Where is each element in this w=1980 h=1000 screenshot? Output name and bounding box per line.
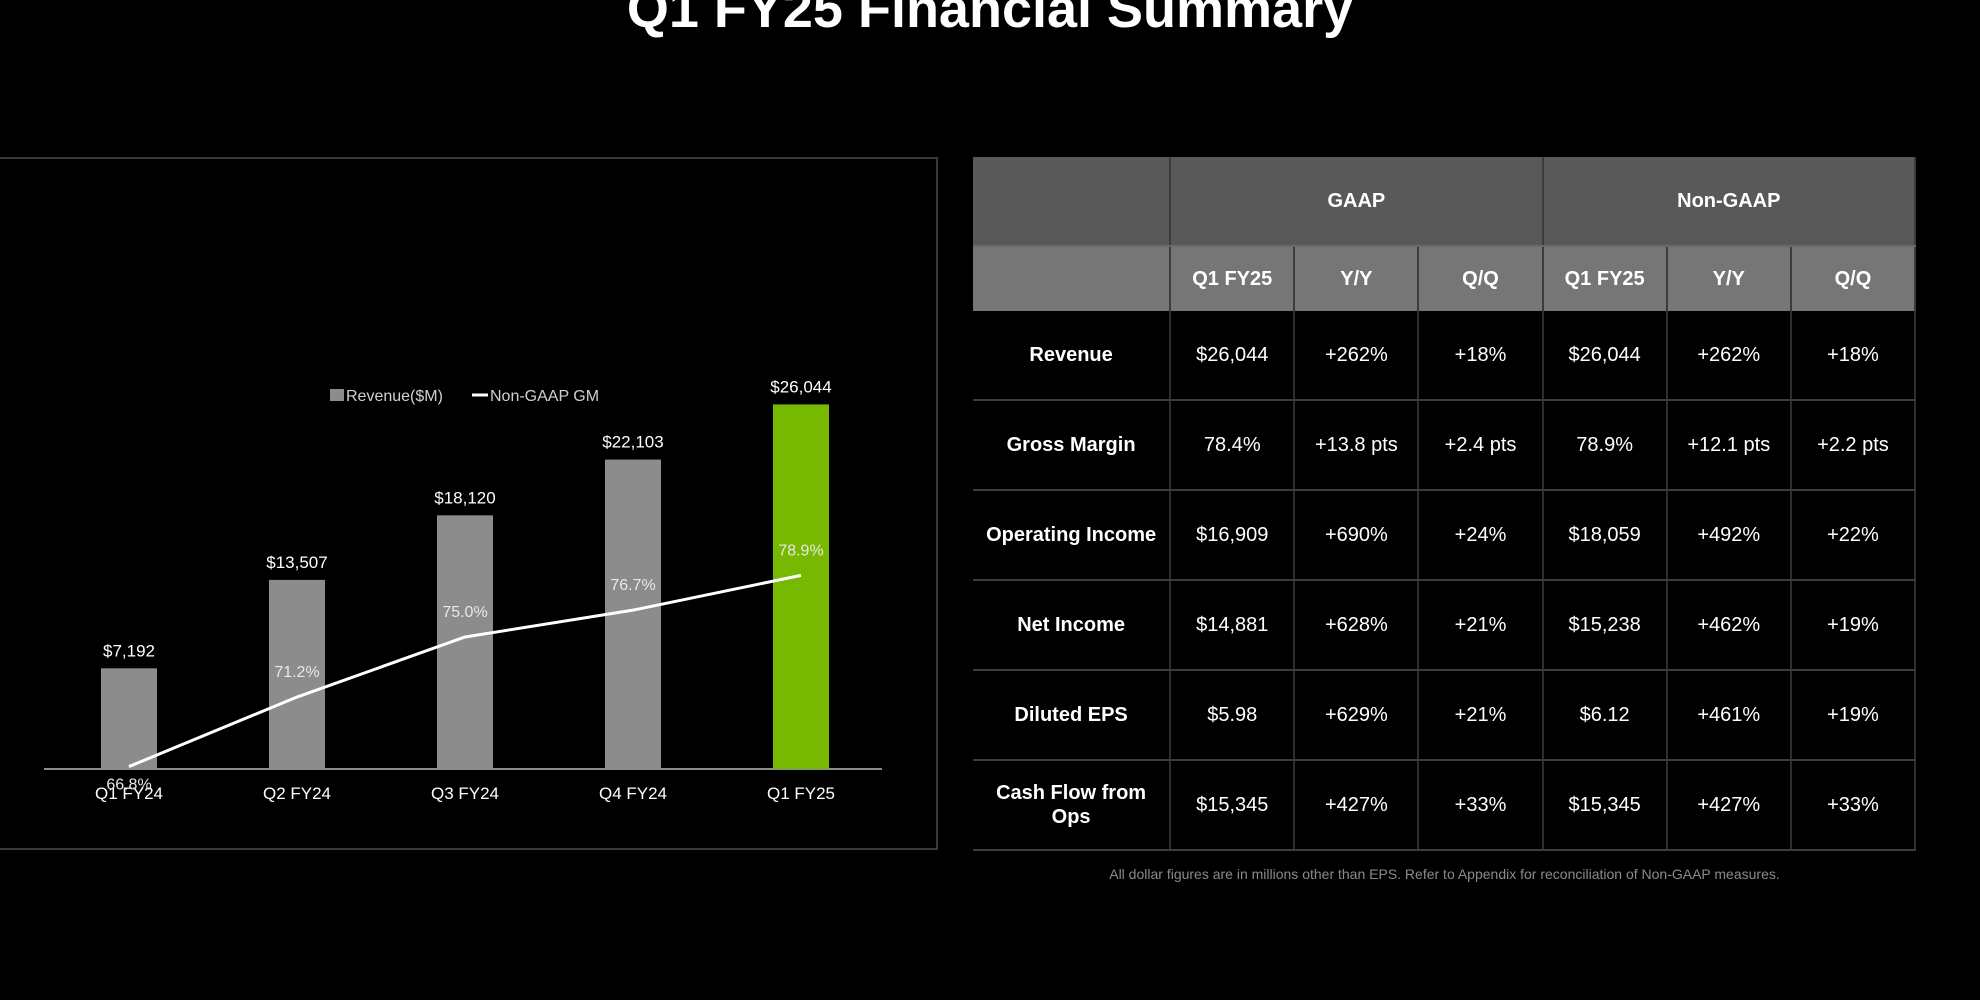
table-cell: $15,345: [1170, 760, 1296, 851]
table-cell: +33%: [1790, 760, 1917, 851]
row-label: Diluted EPS: [973, 670, 1172, 761]
table-row: Revenue $26,044 +262% +18% $26,044 +262%…: [973, 311, 1917, 401]
table-cell: +24%: [1418, 490, 1544, 581]
column-header: Y/Y: [1666, 246, 1792, 311]
row-label: Cash Flow from Ops: [973, 760, 1172, 851]
table-corner-cell: [973, 157, 1172, 247]
x-tick-label: Q2 FY24: [263, 784, 331, 803]
row-label: Operating Income: [973, 490, 1172, 581]
x-tick-label: Q1 FY24: [95, 784, 163, 803]
chart-canvas: $7,192 Q1 FY24 $13,507 Q2 FY24 $18,120 Q3 FY2…: [44, 377, 882, 803]
legend-revenue-swatch: [330, 389, 344, 401]
table-cell: $26,044: [1170, 311, 1296, 401]
gm-point-label: 75.0%: [442, 604, 487, 621]
table-cell: +19%: [1790, 580, 1917, 671]
table-cell: +33%: [1418, 760, 1544, 851]
table-cell: +18%: [1790, 311, 1917, 401]
revenue-bar: [101, 668, 157, 769]
table-cell: +628%: [1294, 580, 1420, 671]
non-gaap-header: Non-GAAP: [1542, 157, 1917, 247]
gm-point-label: 66.8%: [106, 777, 151, 794]
legend-revenue-label: Revenue($M): [346, 388, 443, 405]
table-cell: $15,345: [1542, 760, 1668, 851]
x-tick-label: Q3 FY24: [431, 784, 499, 803]
column-header: Q/Q: [1418, 246, 1544, 311]
x-tick-label: Q4 FY24: [599, 784, 667, 803]
column-header: Q/Q: [1790, 246, 1917, 311]
x-tick-label: Q1 FY25: [767, 784, 835, 803]
table-cell: +18%: [1418, 311, 1544, 401]
table-cell: +12.1 pts: [1666, 400, 1792, 491]
bar-value-label: $13,507: [266, 553, 327, 572]
table-row: Cash Flow from Ops $15,345 +427% +33% $1…: [973, 760, 1917, 851]
gm-point-label: 71.2%: [274, 664, 319, 681]
page-title: Q1 FY25 Financial Summary: [626, 0, 1354, 39]
table-cell: +21%: [1418, 580, 1544, 671]
non-gaap-gm-line: [128, 573, 802, 768]
table-cell: $18,059: [1542, 490, 1668, 581]
table-group-header-row: GAAP Non-GAAP: [973, 157, 1917, 247]
table-cell: +427%: [1294, 760, 1420, 851]
table-row: Diluted EPS $5.98 +629% +21% $6.12 +461%…: [973, 670, 1917, 761]
gm-point-label: 78.9%: [778, 542, 823, 559]
table-cell: +629%: [1294, 670, 1420, 761]
footnote: All dollar figures are in millions other…: [1109, 866, 1780, 882]
revenue-bar: [269, 579, 325, 769]
table-cell: +21%: [1418, 670, 1544, 761]
row-label: Revenue: [973, 311, 1172, 401]
table-cell: +262%: [1294, 311, 1420, 401]
column-header: Q1 FY25: [1170, 246, 1296, 311]
gm-point-label: 76.7%: [610, 577, 655, 594]
table-cell: +13.8 pts: [1294, 400, 1420, 491]
revenue-bar: [773, 404, 829, 769]
table-cell: +2.2 pts: [1790, 400, 1917, 491]
table-cell: +262%: [1666, 311, 1792, 401]
table-cell: $14,881: [1170, 580, 1296, 671]
table-row: Gross Margin 78.4% +13.8 pts +2.4 pts 78…: [973, 400, 1917, 491]
table-cell: 78.4%: [1170, 400, 1296, 491]
legend-gm-label: Non-GAAP GM: [490, 388, 599, 405]
table-cell: +22%: [1790, 490, 1917, 581]
table-cell: $6.12: [1542, 670, 1668, 761]
table-cell: $5.98: [1170, 670, 1296, 761]
table-cell: $26,044: [1542, 311, 1668, 401]
row-label: Gross Margin: [973, 400, 1172, 491]
gaap-header: GAAP: [1170, 157, 1544, 247]
table-cell: +462%: [1666, 580, 1792, 671]
table-cell: +427%: [1666, 760, 1792, 851]
row-label: Net Income: [973, 580, 1172, 671]
column-header: Q1 FY25: [1542, 246, 1668, 311]
revenue-margin-chart: $7,192 Q1 FY24 $13,507 Q2 FY24 $18,120 Q3 FY2…: [0, 157, 938, 850]
table-sub-header-row: Q1 FY25 Y/Y Q/Q Q1 FY25 Y/Y Q/Q: [973, 246, 1917, 311]
revenue-bar: [437, 515, 493, 769]
table-cell: +19%: [1790, 670, 1917, 761]
table-cell: +461%: [1666, 670, 1792, 761]
table-cell: $16,909: [1170, 490, 1296, 581]
bar-value-label: $7,192: [103, 641, 155, 660]
table-cell: +2.4 pts: [1418, 400, 1544, 491]
table-cell: $15,238: [1542, 580, 1668, 671]
table-corner-cell: [973, 246, 1172, 311]
bar-value-label: $26,044: [770, 377, 831, 396]
table-row: Net Income $14,881 +628% +21% $15,238 +4…: [973, 580, 1917, 671]
bar-value-label: $18,120: [434, 488, 495, 507]
table-row: Operating Income $16,909 +690% +24% $18,…: [973, 490, 1917, 581]
bar-value-label: $22,103: [602, 433, 663, 452]
table-cell: +492%: [1666, 490, 1792, 581]
table-cell: +690%: [1294, 490, 1420, 581]
financial-summary-table: GAAP Non-GAAP Q1 FY25 Y/Y Q/Q Q1 FY25 Y/…: [973, 157, 1917, 851]
table-cell: 78.9%: [1542, 400, 1668, 491]
column-header: Y/Y: [1294, 246, 1420, 311]
